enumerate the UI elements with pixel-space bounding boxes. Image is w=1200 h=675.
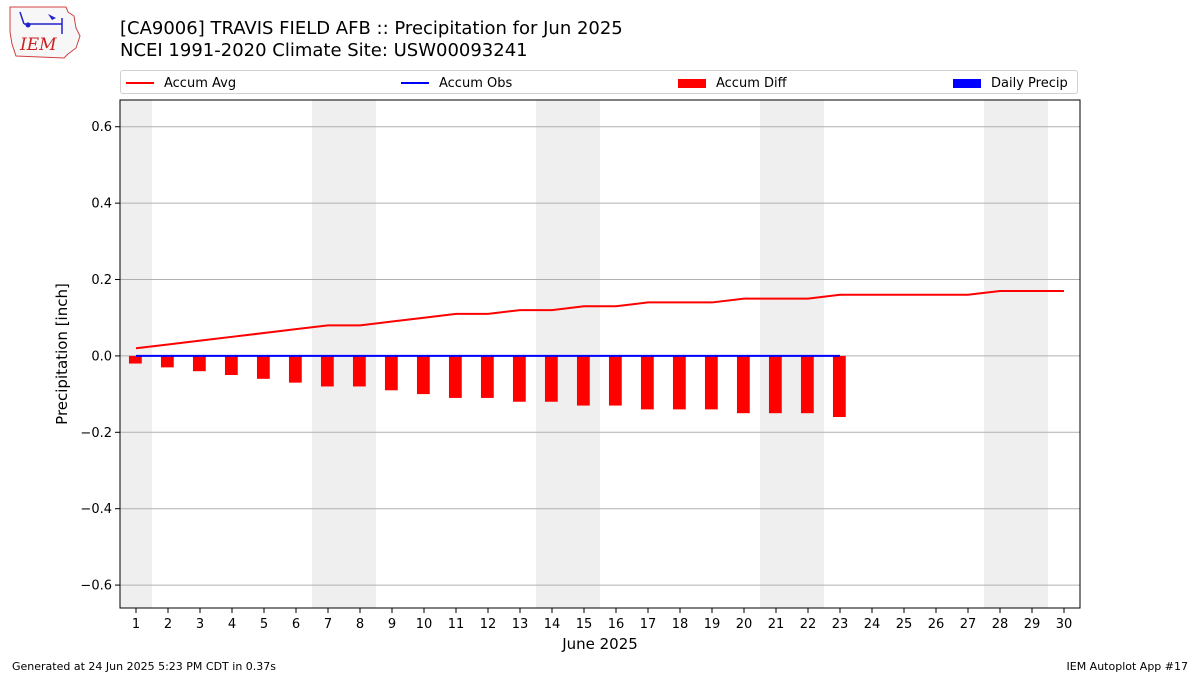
bar-accum-diff [512, 355, 526, 402]
svg-text:IEM: IEM [19, 35, 57, 55]
x-tick-label: 26 [928, 617, 945, 632]
legend-swatch-accum-diff [678, 78, 706, 88]
x-tick-label: 20 [736, 617, 753, 632]
y-tick-label: −0.4 [80, 502, 112, 517]
x-tick-label: 27 [960, 617, 977, 632]
legend-swatch-accum-obs [401, 82, 429, 84]
bar-accum-diff [192, 355, 206, 372]
x-tick-label: 10 [416, 617, 433, 632]
x-tick-label: 21 [768, 617, 785, 632]
iem-logo: IEM [9, 6, 81, 59]
x-tick-label: 7 [324, 617, 332, 632]
x-tick-label: 4 [228, 617, 236, 632]
legend-item-daily-precip: Daily Precip [953, 74, 1068, 92]
legend-label-accum-diff: Accum Diff [716, 75, 787, 91]
y-tick-label: 0.0 [91, 349, 112, 364]
x-tick-label: 14 [544, 617, 561, 632]
x-tick-label: 25 [896, 617, 913, 632]
legend-label-accum-obs: Accum Obs [439, 75, 513, 91]
plot-frame [119, 99, 1081, 609]
bar-accum-diff [160, 355, 174, 368]
bar-accum-diff [768, 355, 782, 414]
weekend-shade [760, 100, 824, 608]
chart-title: [CA9006] TRAVIS FIELD AFB :: Precipitati… [120, 18, 623, 39]
chart-subtitle: NCEI 1991-2020 Climate Site: USW00093241 [120, 40, 528, 61]
bar-accum-diff [256, 355, 270, 379]
bar-accum-diff [320, 355, 334, 387]
x-tick-label: 17 [640, 617, 657, 632]
bar-accum-diff [384, 355, 398, 391]
x-tick-label: 28 [992, 617, 1009, 632]
bar-accum-diff [640, 355, 654, 410]
legend-label-accum-avg: Accum Avg [164, 75, 237, 91]
weekend-shade [120, 100, 152, 608]
legend-swatch-accum-avg [126, 82, 154, 84]
bar-accum-diff [416, 355, 430, 395]
chart-legend: Accum Avg Accum Obs Accum Diff Daily Pre… [120, 70, 1078, 94]
bar-accum-diff [800, 355, 814, 414]
line-accum-avg [135, 289, 1064, 350]
bar-accum-diff [480, 355, 494, 398]
bar-accum-diff [832, 355, 846, 418]
y-tick-label: 0.2 [91, 273, 112, 288]
x-tick-label: 30 [1056, 617, 1073, 632]
app-credit: IEM Autoplot App #17 [1066, 660, 1189, 673]
bar-accum-diff [608, 355, 622, 406]
generated-timestamp: Generated at 24 Jun 2025 5:23 PM CDT in … [12, 660, 277, 673]
bar-accum-diff [672, 355, 686, 410]
x-tick-label: 1 [132, 617, 140, 632]
x-axis-label: June 2025 [561, 635, 638, 653]
x-tick-label: 13 [512, 617, 529, 632]
bar-accum-diff [224, 355, 238, 376]
bar-accum-diff [448, 355, 462, 398]
y-axis-label: Precipitation [inch] [53, 283, 71, 425]
y-tick-label: 0.6 [91, 120, 112, 135]
legend-item-accum-obs: Accum Obs [401, 74, 512, 92]
bar-accum-diff [736, 355, 750, 414]
y-tick-label: −0.6 [80, 579, 112, 594]
bar-accum-diff [544, 355, 558, 402]
x-tick-label: 5 [260, 617, 268, 632]
weekend-shade [536, 100, 600, 608]
legend-item-accum-diff: Accum Diff [678, 74, 787, 92]
x-tick-label: 11 [448, 617, 465, 632]
bar-accum-diff [704, 355, 718, 410]
x-tick-label: 19 [704, 617, 721, 632]
x-tick-label: 22 [800, 617, 817, 632]
x-tick-label: 9 [388, 617, 396, 632]
x-tick-label: 23 [832, 617, 849, 632]
bar-accum-diff [128, 355, 142, 364]
legend-item-accum-avg: Accum Avg [126, 74, 236, 92]
legend-swatch-daily-precip [953, 78, 981, 88]
x-tick-label: 29 [1024, 617, 1041, 632]
x-tick-label: 8 [356, 617, 364, 632]
x-tick-label: 18 [672, 617, 689, 632]
legend-label-daily-precip: Daily Precip [991, 75, 1068, 91]
x-tick-label: 24 [864, 617, 881, 632]
x-tick-label: 3 [196, 617, 204, 632]
y-tick-label: −0.2 [80, 426, 112, 441]
x-tick-label: 6 [292, 617, 300, 632]
y-tick-label: 0.4 [91, 197, 112, 212]
x-tick-label: 12 [480, 617, 497, 632]
bar-accum-diff [288, 355, 302, 383]
bar-accum-diff [352, 355, 366, 387]
weekend-shade [312, 100, 376, 608]
weekend-shade [984, 100, 1048, 608]
x-tick-label: 15 [576, 617, 593, 632]
x-tick-label: 16 [608, 617, 625, 632]
x-tick-label: 2 [164, 617, 172, 632]
bar-accum-diff [576, 355, 590, 406]
